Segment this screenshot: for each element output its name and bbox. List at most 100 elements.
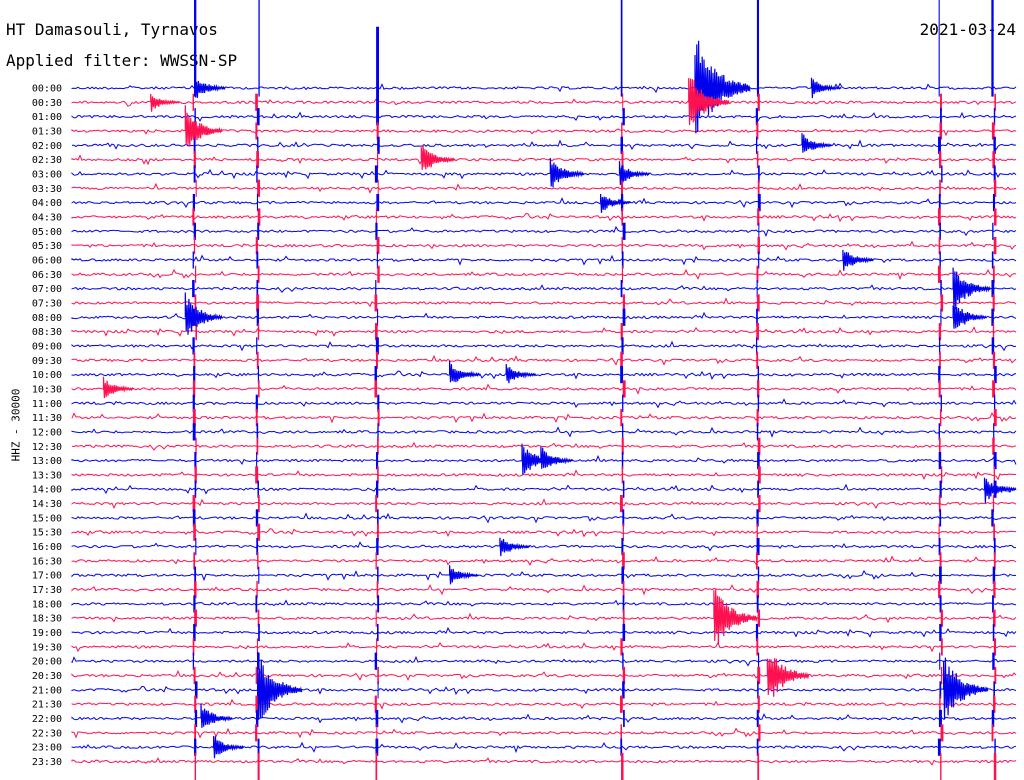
event-burst [694, 40, 751, 134]
event-burst [688, 78, 730, 126]
trace-0130 [71, 128, 1017, 137]
time-tick-label: 07:30 [32, 298, 62, 309]
time-tick-label: 11:30 [32, 413, 62, 424]
trace-1830 [71, 612, 1017, 624]
time-tick-label: 13:00 [32, 456, 62, 467]
event-burst [801, 133, 833, 153]
time-tick-label: 12:30 [32, 442, 62, 453]
events [102, 40, 1017, 759]
trace-0000 [71, 82, 1017, 94]
time-tick-label: 10:00 [32, 370, 62, 381]
trace-2230 [71, 727, 1017, 739]
time-tick-label: 09:30 [32, 356, 62, 367]
trace-0300 [71, 168, 1017, 180]
trace-1900 [71, 626, 1017, 638]
time-tick-label: 09:00 [32, 341, 62, 352]
station-title: HT Damasouli, Tyrnavos [6, 20, 218, 39]
time-tick-label: 00:00 [32, 84, 62, 95]
time-tick-label: 20:30 [32, 671, 62, 682]
trace-2100 [71, 685, 1017, 696]
time-tick-label: 08:30 [32, 327, 62, 338]
event-burst [505, 363, 537, 384]
trace-1630 [71, 555, 1017, 566]
time-tick-label: 16:30 [32, 556, 62, 567]
event-burst [766, 658, 810, 697]
traces [71, 82, 1017, 766]
trace-1600 [71, 541, 1016, 553]
trace-0600 [71, 254, 1017, 266]
event-burst [549, 157, 585, 188]
event-burst [499, 537, 531, 557]
event-burst [213, 736, 244, 759]
trace-0730 [71, 297, 1017, 308]
event-burst [449, 565, 479, 585]
event-burst [184, 292, 223, 335]
time-tick-label: 17:30 [32, 585, 62, 596]
event-burst [952, 305, 987, 329]
time-tick-label: 23:00 [32, 743, 62, 754]
trace-0800 [71, 311, 1017, 323]
time-tick-label: 01:00 [32, 112, 62, 123]
event-burst [713, 589, 758, 645]
time-tick-label: 15:00 [32, 513, 62, 524]
time-tick-label: 00:30 [32, 98, 62, 109]
time-tick-label: 20:00 [32, 657, 62, 668]
trace-0930 [71, 354, 1017, 366]
event-burst [600, 193, 631, 213]
trace-0330 [71, 182, 1017, 194]
time-tick-label: 19:00 [32, 628, 62, 639]
event-burst [449, 360, 481, 383]
trace-1800 [71, 599, 1017, 607]
event-burst [102, 376, 134, 399]
time-tick-label: 05:00 [32, 227, 62, 238]
trace-0400 [71, 197, 1017, 209]
time-tick-label: 05:30 [32, 241, 62, 252]
trace-0230 [71, 154, 1017, 166]
time-tick-label: 03:00 [32, 169, 62, 180]
time-tick-label: 22:00 [32, 714, 62, 725]
event-burst [842, 249, 874, 271]
time-tick-label: 14:00 [32, 485, 62, 496]
trace-1530 [71, 528, 1016, 538]
trace-2330 [71, 757, 1017, 766]
trace-1500 [71, 512, 1017, 524]
event-burst [618, 161, 650, 185]
trace-2030 [71, 669, 1017, 682]
event-burst [200, 703, 233, 728]
trace-0630 [71, 268, 1017, 281]
trace-1930 [71, 641, 1017, 653]
trace-1330 [71, 469, 1017, 481]
trace-0700 [71, 284, 1017, 293]
time-tick-label: 02:30 [32, 155, 62, 166]
event-burst [943, 657, 989, 720]
trace-0200 [72, 139, 1017, 151]
trace-1130 [71, 412, 1017, 424]
time-tick-label: 06:00 [32, 255, 62, 266]
trace-1100 [71, 398, 1017, 409]
event-burst [540, 446, 573, 469]
time-labels: 00:00 00:30 01:00 01:30 02:00 02:30 03:00 03:30… [32, 84, 62, 769]
time-tick-label: 21:00 [32, 685, 62, 696]
time-tick-label: 15:30 [32, 528, 62, 539]
time-tick-label: 11:00 [32, 399, 62, 410]
trace-0030 [71, 98, 1017, 107]
trace-1000 [71, 370, 1017, 380]
trace-1430 [71, 498, 1017, 510]
time-tick-label: 10:30 [32, 384, 62, 395]
time-tick-label: 12:00 [32, 427, 62, 438]
trace-0500 [71, 225, 1017, 238]
time-tick-label: 06:30 [32, 270, 62, 281]
event-burst [420, 144, 456, 170]
event-burst [194, 78, 226, 98]
trace-2000 [71, 655, 1017, 667]
time-tick-label: 23:30 [32, 757, 62, 768]
time-tick-label: 14:30 [32, 499, 62, 510]
trace-0430 [71, 212, 1017, 223]
time-tick-label: 08:00 [32, 313, 62, 324]
time-tick-label: 04:00 [32, 198, 62, 209]
time-tick-label: 16:00 [32, 542, 62, 553]
time-tick-label: 01:30 [32, 126, 62, 137]
time-tick-label: 04:30 [32, 212, 62, 223]
trace-1400 [71, 483, 1017, 495]
